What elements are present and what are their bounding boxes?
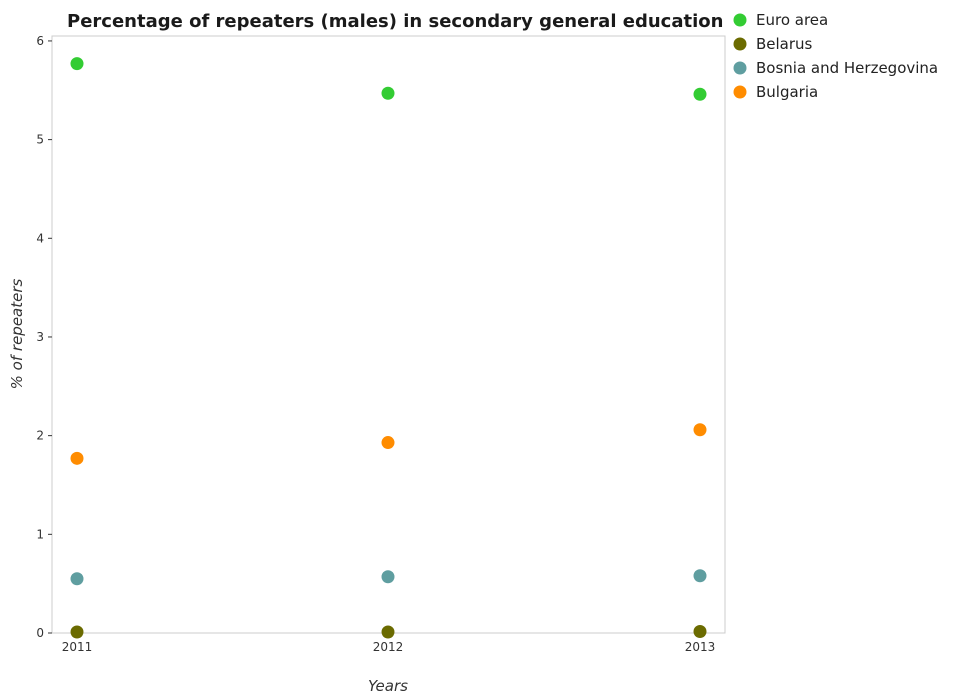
- legend-marker: [733, 61, 747, 75]
- y-axis-label: % of repeaters: [8, 278, 26, 389]
- data-point: [693, 569, 707, 583]
- legend-marker: [733, 37, 747, 51]
- data-point: [70, 57, 84, 71]
- plot-frame: [51, 35, 726, 634]
- data-point: [693, 625, 707, 639]
- legend-label: Belarus: [756, 35, 813, 53]
- y-tick-label: 4: [36, 231, 44, 245]
- data-point: [381, 625, 395, 639]
- data-point: [381, 86, 395, 100]
- legend-label: Euro area: [756, 11, 828, 29]
- data-point: [381, 436, 395, 450]
- data-point: [70, 451, 84, 465]
- y-tick-label: 0: [36, 626, 44, 640]
- data-point: [693, 87, 707, 101]
- legend-label: Bosnia and Herzegovina: [756, 59, 938, 77]
- chart-title: Percentage of repeaters (males) in secon…: [67, 11, 723, 32]
- data-point: [70, 572, 84, 586]
- x-tick-label: 2013: [685, 640, 716, 654]
- data-point: [70, 625, 84, 639]
- y-tick-label: 6: [36, 34, 44, 48]
- data-point: [693, 423, 707, 437]
- legend: Euro area Belarus Bosnia and Herzegovina Bu…: [733, 11, 938, 101]
- y-tick-label: 1: [36, 527, 44, 541]
- y-tick-label: 3: [36, 330, 44, 344]
- y-axis: 0 1 2 3 4 5 6: [36, 34, 52, 640]
- y-tick-label: 5: [36, 133, 44, 147]
- legend-marker: [733, 13, 747, 27]
- legend-marker: [733, 85, 747, 99]
- data-point: [381, 570, 395, 584]
- x-axis-label: Years: [368, 677, 408, 695]
- legend-label: Bulgaria: [756, 83, 818, 101]
- data-points: [70, 57, 707, 639]
- y-tick-label: 2: [36, 429, 44, 443]
- x-tick-label: 2012: [373, 640, 404, 654]
- x-tick-label: 2011: [62, 640, 93, 654]
